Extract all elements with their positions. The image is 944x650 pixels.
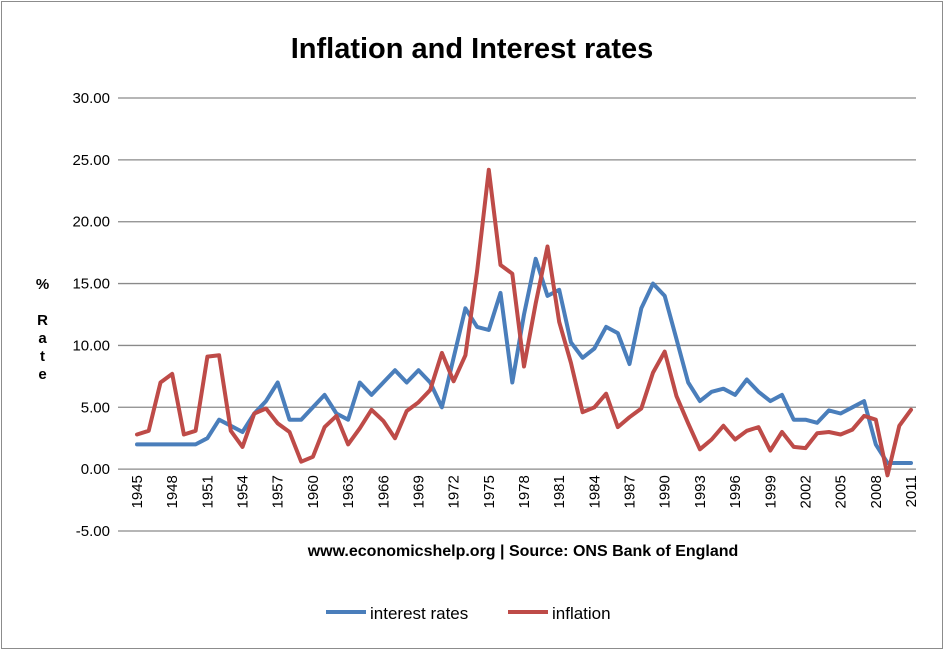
x-tick-label: 1996 — [727, 475, 744, 508]
x-axis-label: www.economicshelp.org | Source: ONS Bank… — [307, 543, 739, 560]
y-tick-label: 30.00 — [72, 90, 110, 107]
x-tick-label: 2002 — [797, 475, 814, 508]
x-tick-label: 1981 — [551, 475, 568, 508]
x-tick-label: 1984 — [586, 475, 603, 508]
y-tick-label: 0.00 — [81, 461, 110, 478]
x-tick-label: 1948 — [164, 475, 181, 508]
y-tick-label: 15.00 — [72, 276, 110, 293]
x-tick-label: 1987 — [622, 475, 639, 508]
y-tick-label: -5.00 — [76, 523, 110, 540]
x-tick-label: 1957 — [270, 475, 287, 508]
x-tick-label: 2008 — [868, 475, 885, 508]
x-tick-label: 1945 — [129, 475, 146, 508]
legend: interest rates inflation — [326, 604, 611, 623]
x-tick-label: 1978 — [516, 475, 533, 508]
x-tick-label: 1990 — [657, 475, 674, 508]
series-line-inflation — [135, 167, 913, 478]
series-line-interest-rates — [135, 256, 913, 465]
y-tick-label: 5.00 — [81, 399, 110, 416]
x-tick-label: 1951 — [199, 475, 216, 508]
x-tick-label: 1975 — [481, 475, 498, 508]
y-tick-label: 20.00 — [72, 214, 110, 231]
legend-label: inflation — [552, 604, 611, 623]
legend-label: interest rates — [370, 604, 468, 623]
y-tick-label: 25.00 — [72, 152, 110, 169]
y-tick-label: 10.00 — [72, 337, 110, 354]
x-tick-label: 1966 — [375, 475, 392, 508]
x-tick-label: 2011 — [903, 475, 920, 507]
x-tick-label: 1960 — [305, 475, 322, 508]
chart-title: Inflation and Interest rates — [291, 33, 654, 65]
x-tick-label: 2005 — [833, 475, 850, 508]
x-tick-label: 1999 — [762, 475, 779, 508]
x-tick-label: 1969 — [410, 475, 427, 508]
x-tick-label: 1993 — [692, 475, 709, 508]
x-tick-label: 1963 — [340, 475, 357, 508]
x-tick-label: 1954 — [235, 475, 252, 508]
x-tick-label: 1972 — [446, 475, 463, 508]
y-axis-label: % Rate — [34, 276, 51, 384]
